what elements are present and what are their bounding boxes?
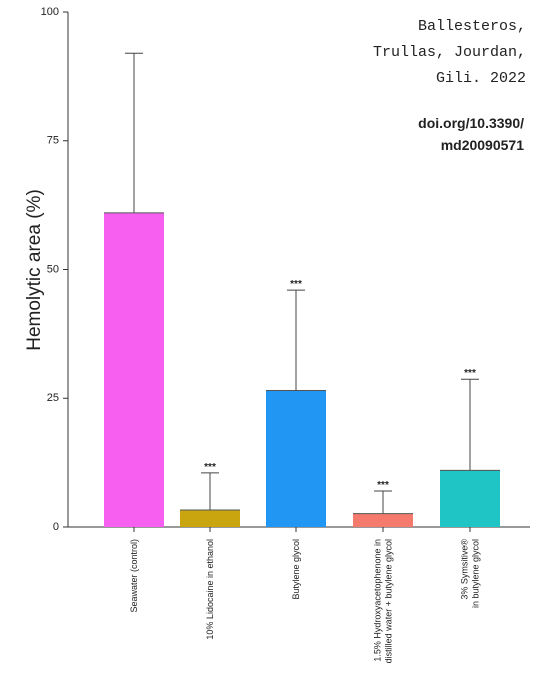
x-tick-label: 10% Lidocaine in ethanol bbox=[205, 539, 215, 640]
bar bbox=[104, 212, 164, 527]
y-tick-label: 75 bbox=[47, 135, 59, 147]
y-tick-label: 50 bbox=[47, 263, 59, 275]
bar bbox=[180, 510, 240, 527]
bar bbox=[440, 470, 500, 527]
doi: md20090571 bbox=[441, 137, 525, 153]
significance-mark: *** bbox=[464, 368, 476, 379]
x-tick-label: 3% Symsitive®in butylene glycol bbox=[460, 539, 481, 608]
bar bbox=[266, 390, 326, 527]
significance-mark: *** bbox=[204, 462, 216, 473]
citation: Ballesteros, bbox=[418, 18, 526, 35]
y-tick-label: 100 bbox=[41, 6, 59, 18]
significance-mark: *** bbox=[290, 279, 302, 290]
doi: doi.org/10.3390/ bbox=[418, 115, 524, 131]
citation: Trullas, Jourdan, bbox=[373, 44, 526, 61]
citation: Gili. 2022 bbox=[436, 70, 526, 87]
x-tick-label: Seawater (control) bbox=[129, 539, 139, 613]
y-tick-label: 25 bbox=[47, 392, 59, 404]
significance-mark: *** bbox=[377, 480, 389, 491]
bar bbox=[353, 513, 413, 527]
x-tick-label: Butylene glycol bbox=[291, 539, 301, 600]
y-tick-label: 0 bbox=[53, 521, 59, 533]
x-tick-label: 1.5% Hydroxyacetophenone indistilled wat… bbox=[373, 539, 394, 663]
y-axis-label: Hemolytic area (%) bbox=[24, 189, 45, 351]
